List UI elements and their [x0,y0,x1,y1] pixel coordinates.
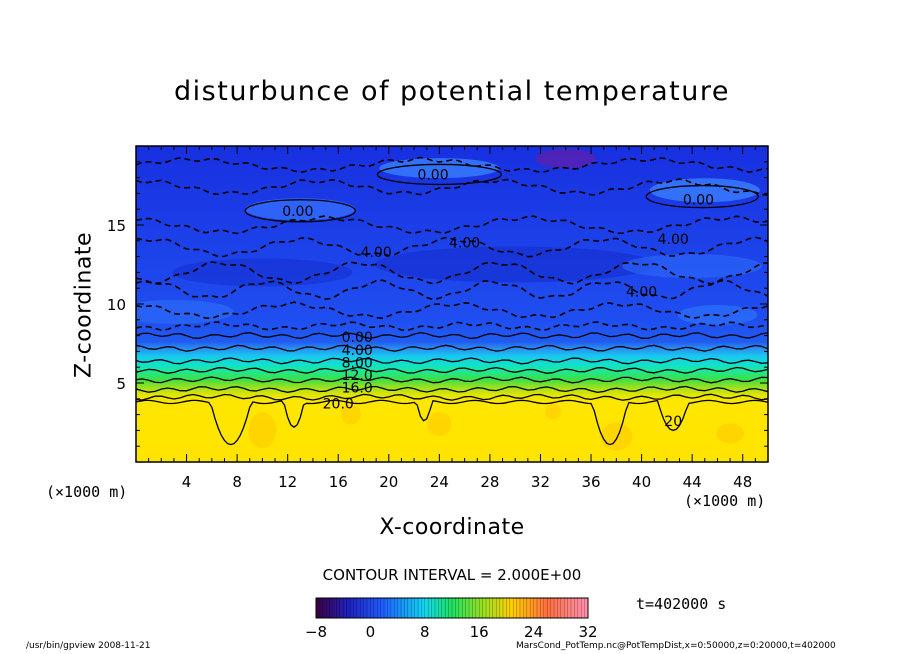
colorbar-tick-label-1: 0 [366,623,376,641]
contour-zero-loop-1 [244,199,356,223]
warm-patch-0 [248,412,277,449]
contour-level-3 [136,366,768,374]
contour-labels: 0.000.000.004.004.00 4.004.000.004.008.00… [282,167,714,429]
warm-patch-5 [716,423,745,444]
field-patch-3 [535,148,596,169]
chart-title: disturbunce of potential temperature [174,76,730,107]
field-patch-6 [622,254,763,279]
x-tick-label-5: 24 [430,473,449,491]
field-background [136,146,768,462]
footer-right: MarsCond_PotTemp.nc@PotTempDist,x=0:5000… [516,641,836,651]
colorbar-tick-label-2: 8 [420,623,430,641]
field-patch-2 [649,178,760,203]
warm-patch-2 [427,412,452,437]
contour-level-1 [136,344,768,352]
colorbar-tick-label-5: 32 [578,623,597,641]
colorbar: −8 0 8 16 24 32 [305,597,598,641]
warm-patch-4 [600,422,633,451]
x-tick-label-8: 36 [581,473,600,491]
heatmap-field [136,146,768,462]
contour-20 [136,399,768,446]
x-unit-label: (×1000 m) [684,492,766,510]
x-tick-label-2: 12 [278,473,297,491]
time-label: t=402000 s [636,595,727,613]
contour-lines [136,156,768,446]
x-tick-label-0: 4 [182,473,192,491]
y-tick-label-0: 5 [116,375,126,393]
contour-label-2: 0.00 [683,193,714,209]
contour-level-4 [136,376,768,384]
field-patch-7 [136,299,234,324]
dashed-contour-7 [136,321,768,332]
warm-patch-3 [545,403,562,420]
contour-label-1: 0.00 [282,204,313,220]
z-unit-label: (×1000 m) [46,483,128,501]
contour-interval-label: CONTOUR INTERVAL = 2.000E+00 [322,566,582,584]
contour-label-10: 12.0 [342,368,373,384]
contour-level-5 [136,385,768,393]
contour-label-0: 0.00 [417,167,448,183]
x-tick-label-7: 32 [531,473,550,491]
x-tick-label-11: 48 [733,473,752,491]
contour-label-7: 0.00 [342,330,373,346]
contour-zero-loop-0 [376,163,503,186]
x-tick-label-3: 16 [329,473,348,491]
footer-left: /usr/bin/gpview 2008-11-21 [26,641,151,651]
contour-level-2 [136,357,768,365]
contour-label-13: 20 [664,414,682,430]
contour-zero-loop-2 [645,184,759,209]
contour-label-4: 4.00 [449,235,480,251]
x-tick-label-10: 44 [683,473,702,491]
colorbar-gradient [315,597,589,619]
dashed-contour-0 [136,156,768,174]
contour-level-0 [136,331,768,340]
dashed-contour-3 [136,236,768,258]
colorbar-tick-label-4: 24 [524,623,543,641]
colorbar-tick-label-3: 16 [470,623,489,641]
field-patch-1 [245,198,356,221]
contour-label-3: 4.00 [361,245,392,261]
x-tick-label-6: 28 [480,473,499,491]
x-tick-label-4: 20 [379,473,398,491]
contour-label-11: 16.0 [342,381,373,397]
warm-patch-1 [340,404,361,425]
contour-level-6 [136,393,768,401]
contour-label-8: 4.00 [342,343,373,359]
x-axis-label: X-coordinate [379,515,525,540]
contour-label-5: 4.00 [658,232,689,248]
x-tick-label-9: 40 [632,473,651,491]
field-patch-5 [172,258,353,287]
contour-label-9: 8.00 [342,355,373,371]
field-patch-0 [379,158,500,179]
y-tick-label-2: 15 [107,217,126,235]
colorbar-tick-label-0: −8 [305,623,327,641]
contour-label-12: 20.0 [323,397,354,413]
dashed-contour-5 [136,279,768,301]
contour-label-6: 4.00 [626,284,657,300]
dashed-contour-4 [136,261,768,285]
y-tick-label-1: 10 [107,296,126,314]
x-tick-label-1: 8 [232,473,242,491]
